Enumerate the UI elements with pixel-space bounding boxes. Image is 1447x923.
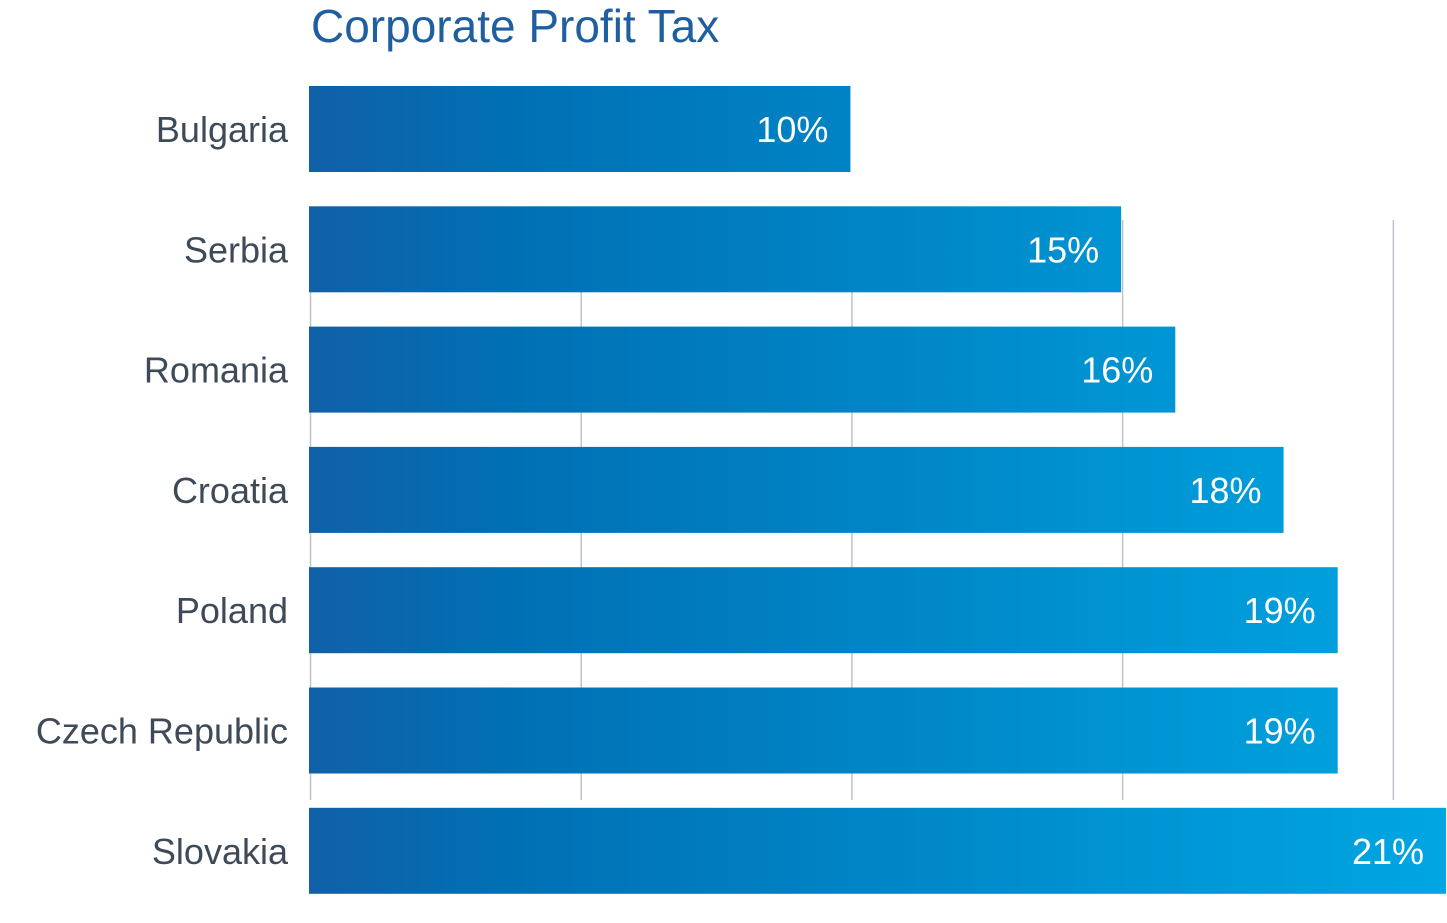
data-label: 18% (1190, 470, 1262, 511)
category-label: Bulgaria (156, 109, 289, 150)
bar-slovakia (309, 807, 1446, 894)
category-label: Romania (144, 350, 289, 391)
data-label: 19% (1244, 590, 1316, 631)
data-label: 19% (1244, 711, 1316, 752)
category-label: Slovakia (152, 831, 289, 872)
bar-romania (309, 326, 1176, 413)
category-label: Serbia (184, 229, 289, 270)
bar-czech-republic (309, 687, 1338, 774)
bar-serbia (309, 206, 1122, 293)
data-label: 16% (1081, 350, 1153, 391)
category-label: Poland (176, 590, 288, 631)
bars (309, 86, 1446, 894)
data-label: 10% (756, 109, 828, 150)
data-label: 15% (1027, 229, 1099, 270)
bar-bulgaria (309, 86, 851, 172)
bar-croatia (309, 446, 1284, 533)
data-label: 21% (1352, 831, 1424, 872)
bar-poland (309, 567, 1338, 654)
labels: Bulgaria 10% Serbia 15% Romania 16% Croatia 18%… (36, 109, 1424, 872)
chart-title: Corporate Profit Tax (311, 0, 719, 52)
category-label: Croatia (172, 470, 289, 511)
category-label: Czech Republic (36, 711, 288, 752)
